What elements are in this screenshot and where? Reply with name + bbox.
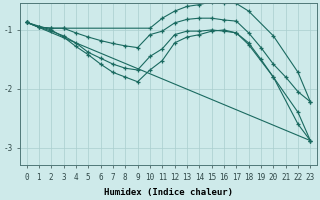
X-axis label: Humidex (Indice chaleur): Humidex (Indice chaleur) [104,188,233,197]
